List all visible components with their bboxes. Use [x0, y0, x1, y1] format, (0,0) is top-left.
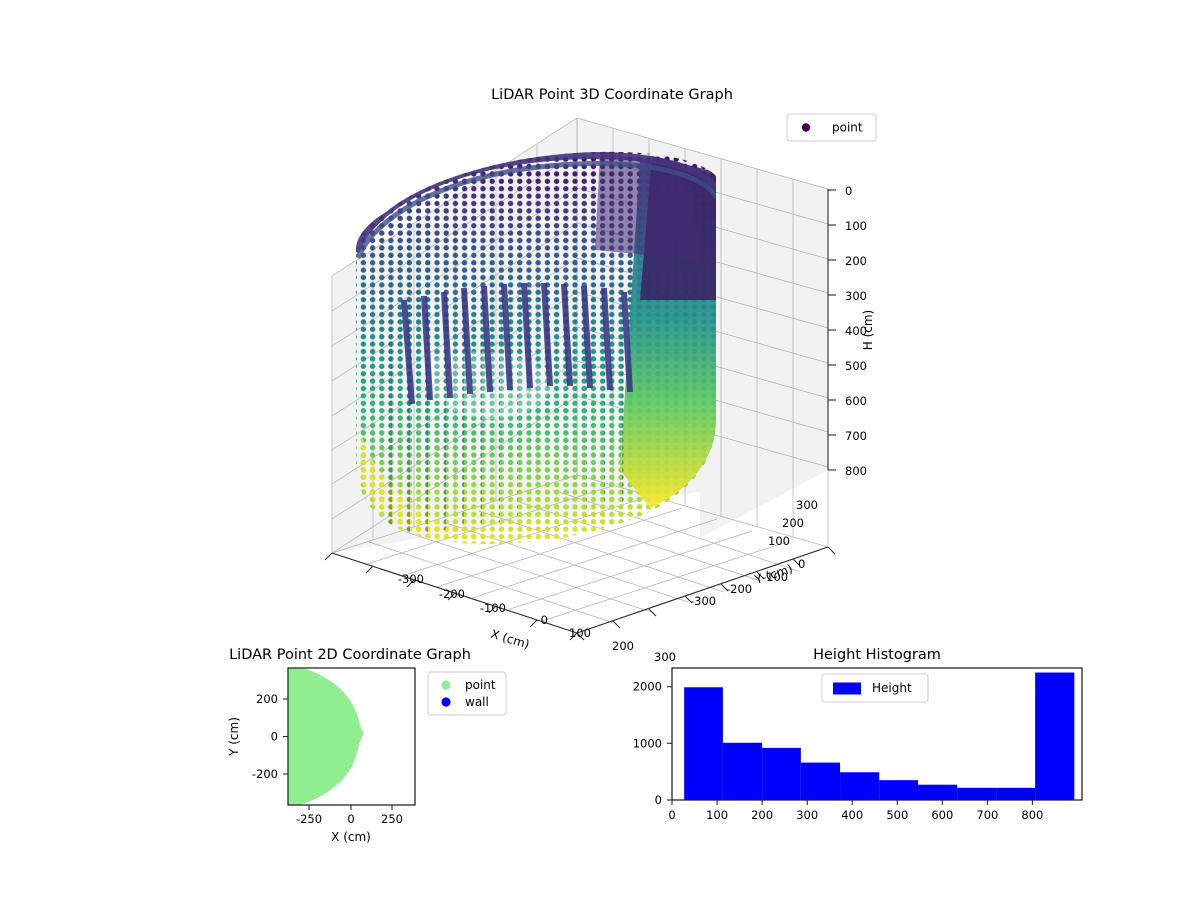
plot-2d-xaxis-label: X (cm)	[331, 830, 371, 844]
histogram-legend[interactable]: Height	[821, 673, 929, 703]
histogram-bar	[957, 787, 997, 800]
plot-2d-title: LiDAR Point 2D Coordinate Graph	[229, 647, 471, 663]
histogram-bars	[684, 672, 1075, 800]
plot-3d-zaxis: 0 100 200 300 400 500 600 700 800 H (cm)	[827, 184, 875, 478]
plot-3d-legend-label-point: point	[832, 121, 863, 135]
plot-2d-yaxis: 200 0 -200 Y (cm)	[227, 692, 288, 781]
ztick-300: 300	[845, 289, 867, 303]
plot-2d-svg: LiDAR Point 2D Coordinate Graph	[227, 647, 507, 844]
ztick-600: 600	[845, 394, 867, 408]
plot-2d-legend-label-wall: wall	[465, 695, 489, 709]
plot-2d-xtick-250: 250	[381, 812, 403, 826]
plot-2d-panel: LiDAR Point 2D Coordinate Graph	[170, 640, 550, 860]
xtick-200: 200	[612, 639, 634, 653]
plot-3d-panel: LiDAR Point 3D Coordinate Graph	[324, 87, 877, 664]
xtick--100: -100	[480, 601, 506, 615]
ytick--200: -200	[726, 582, 752, 596]
xtick--200: -200	[439, 587, 465, 601]
histogram-yaxis: 0 1000 2000	[633, 680, 672, 807]
histogram-xtick-300: 300	[796, 808, 818, 822]
histogram-legend-label-height: Height	[872, 681, 912, 695]
xtick-300: 300	[654, 650, 676, 664]
histogram-xtick-600: 600	[931, 808, 953, 822]
histogram-bar	[996, 787, 1036, 800]
xtick-100: 100	[569, 626, 591, 640]
histogram-bar	[879, 780, 918, 800]
histogram-bar	[1035, 672, 1075, 800]
histogram-bar	[722, 742, 763, 800]
ytick--100: -100	[762, 570, 788, 584]
legend-marker-wall-icon	[441, 697, 451, 707]
histogram-xtick-400: 400	[841, 808, 863, 822]
histogram-xtick-100: 100	[706, 808, 728, 822]
histogram-xtick-700: 700	[976, 808, 998, 822]
plot-2d-ytick-0: 0	[271, 730, 278, 744]
histogram-svg: Height Histogram 0 1000 2000	[633, 647, 1083, 822]
plot-2d-xaxis: -250 0 250 X (cm)	[296, 805, 403, 844]
ztick-100: 100	[845, 219, 867, 233]
plot-2d-legend[interactable]: point wall	[427, 671, 507, 716]
ztick-700: 700	[845, 429, 867, 443]
plot-2d-xtick--250: -250	[296, 812, 322, 826]
histogram-ytick-2000: 2000	[633, 680, 662, 694]
legend-marker-point-icon	[441, 680, 451, 690]
plot-2d-xtick-0: 0	[347, 812, 354, 826]
plot-3d-legend[interactable]: point	[786, 113, 877, 142]
xtick-0: 0	[541, 613, 548, 627]
xtick--300: -300	[398, 572, 424, 586]
histogram-ytick-1000: 1000	[633, 736, 662, 750]
histogram-xtick-200: 200	[751, 808, 773, 822]
histogram-bar	[684, 687, 723, 800]
ytick-300: 300	[796, 498, 818, 512]
histogram-xtick-800: 800	[1021, 808, 1043, 822]
histogram-panel: Height Histogram 0 1000 2000	[620, 640, 1120, 860]
histogram-xtick-500: 500	[886, 808, 908, 822]
plot-2d-ytick--200: -200	[252, 767, 278, 781]
ztick-400: 400	[845, 324, 867, 338]
ytick-100: 100	[768, 534, 790, 548]
histogram-title: Height Histogram	[813, 647, 941, 663]
histogram-bar	[840, 772, 880, 800]
histogram-bar	[800, 762, 841, 800]
plot-3d-svg: LiDAR Point 3D Coordinate Graph	[324, 87, 877, 664]
plot-3d-xaxis: -300 -200 -100 0 100 200 300 X (cm)	[324, 552, 676, 664]
ztick-500: 500	[845, 359, 867, 373]
histogram-xaxis: 0 100 200 300 400 500 600 700 800	[668, 800, 1043, 822]
ztick-200: 200	[845, 254, 867, 268]
legend-marker-point-icon	[801, 123, 811, 132]
histogram-xtick-0: 0	[668, 808, 675, 822]
plot-2d-yaxis-label: Y (cm)	[227, 717, 241, 757]
ztick-0: 0	[845, 184, 852, 198]
plot-3d-pointcloud	[356, 151, 716, 544]
histogram-bar	[762, 747, 801, 800]
plot-2d-points	[288, 668, 364, 805]
histogram-ytick-0: 0	[655, 793, 662, 807]
ytick-200: 200	[782, 516, 804, 530]
plot-3d-legend-box	[786, 113, 877, 142]
plot-2d-ytick-200: 200	[256, 692, 278, 706]
histogram-legend-box	[821, 673, 929, 703]
ytick--300: -300	[690, 594, 716, 608]
plot-3d-zaxis-label: H (cm)	[861, 310, 875, 351]
ztick-800: 800	[845, 464, 867, 478]
plot-3d-title: LiDAR Point 3D Coordinate Graph	[491, 87, 733, 103]
plot-2d-legend-label-point: point	[465, 678, 496, 692]
histogram-bar	[918, 784, 958, 800]
ytick-0: 0	[798, 557, 805, 571]
legend-marker-height-icon	[833, 682, 861, 695]
